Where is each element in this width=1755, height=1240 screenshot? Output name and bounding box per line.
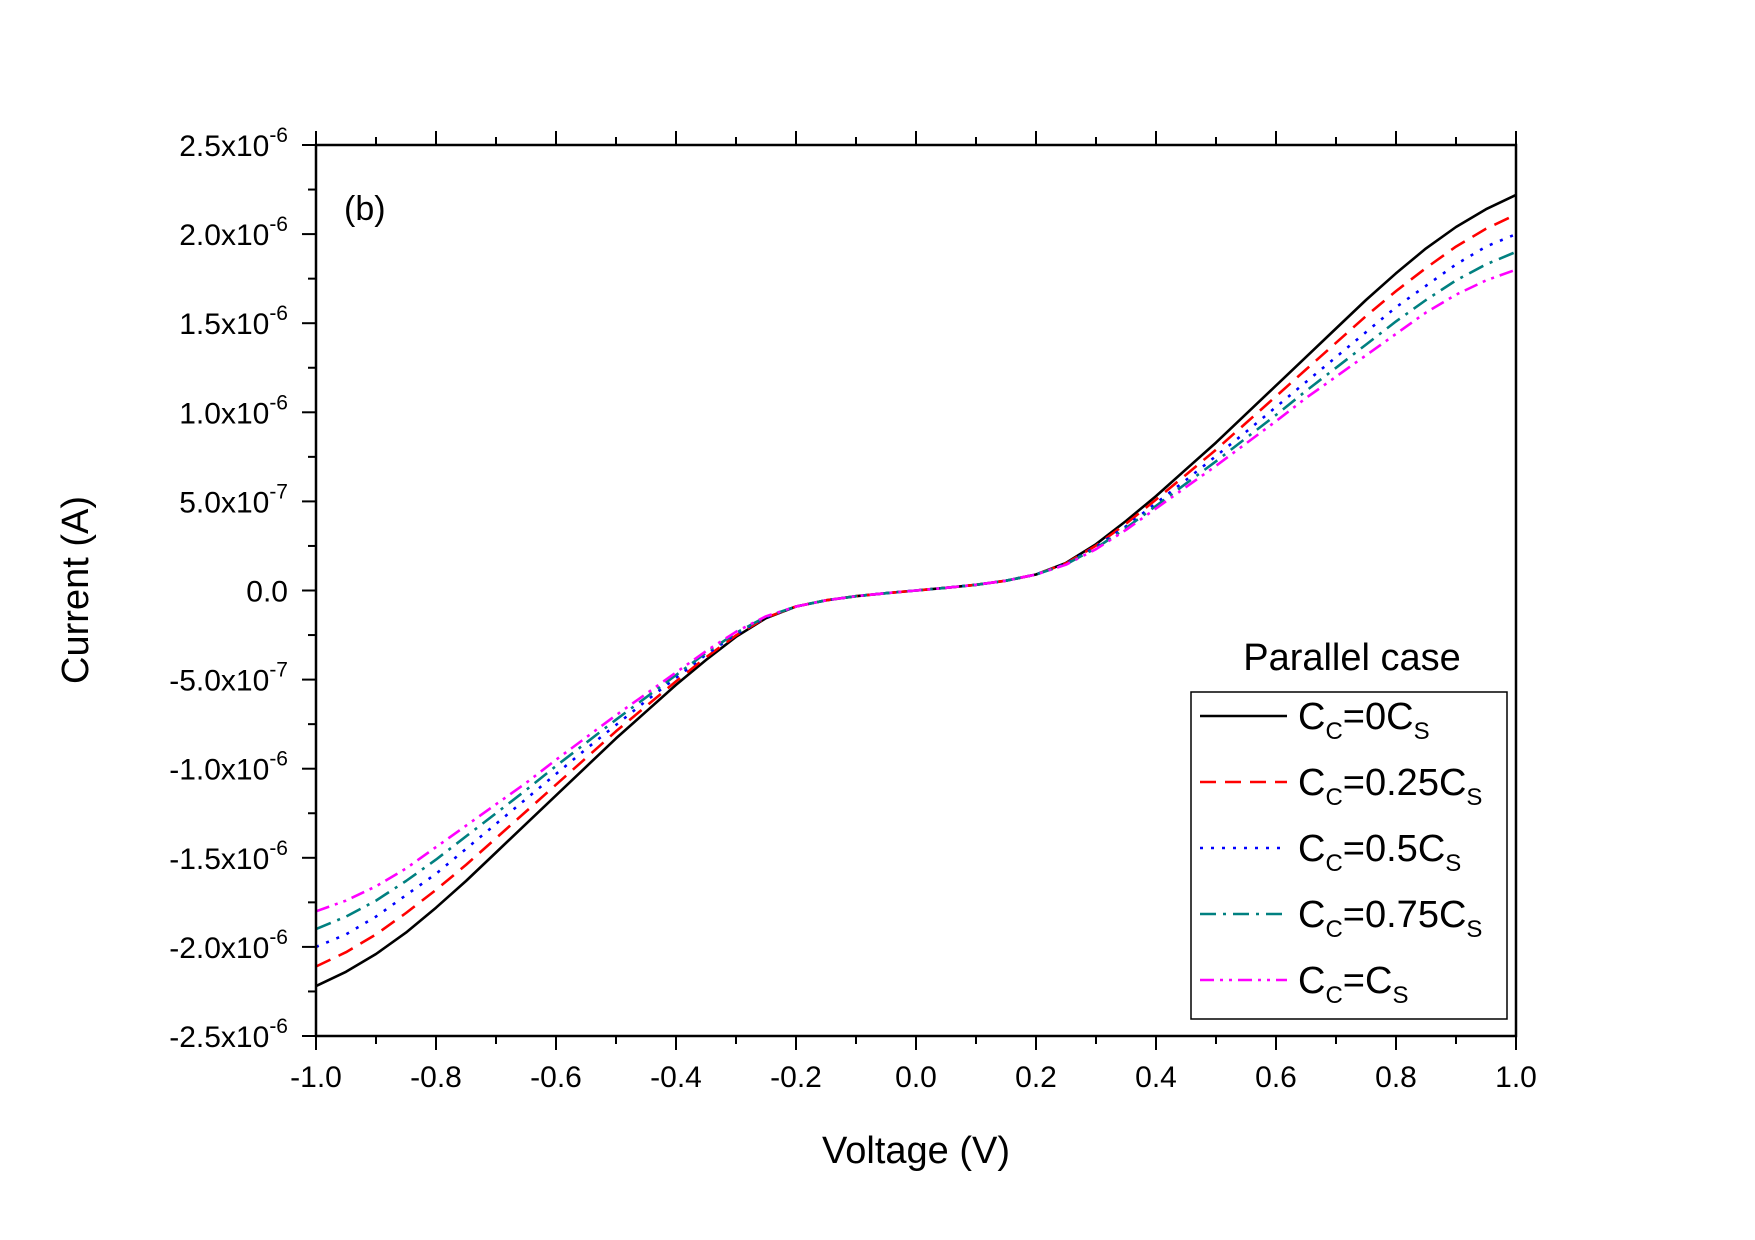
x-tick-label: 0.8 [1375,1061,1417,1094]
y-tick-label: 2.5x10-6 [179,124,288,163]
x-tick-label: -0.6 [530,1061,582,1094]
y-tick-label: 1.0x10-6 [179,391,288,430]
legend-label: CC=0.25CS [1298,762,1482,811]
x-tick-label: 0.6 [1255,1061,1297,1094]
y-tick-label: -2.5x10-6 [169,1015,288,1054]
x-tick-label: -0.4 [650,1061,702,1094]
y-tick-label: 2.0x10-6 [179,213,288,252]
y-tick-label: -1.0x10-6 [169,748,288,787]
x-tick-label: 1.0 [1495,1061,1537,1094]
legend: Parallel case CC=0CSCC=0.25CSCC=0.5CSCC=… [1190,637,1508,1020]
y-tick-label: -1.5x10-6 [169,837,288,876]
ticks-layer: -1.0 -0.8 -0.6 -0.4 -0.2 0.0 0.2 0.4 0.6 0.8 1.0 2.… [169,124,1537,1094]
legend-items: CC=0CS CC=0.25CS CC=0.5CS CC=0.75CS CC=CS [1200,696,1482,1009]
y-axis-title: Current (A) [55,496,97,684]
legend-box [1190,691,1508,1020]
y-tick-label: 5.0x10-7 [179,480,288,519]
x-tick-label: 0.2 [1015,1061,1057,1094]
series-line [315,268,1517,913]
y-tick-label: 0.0 [246,576,288,609]
y-tick-label: -2.0x10-6 [169,926,288,965]
legend-label: CC=0CS [1298,696,1430,745]
legend-label: CC=0.5CS [1298,828,1461,877]
legend-title: Parallel case [1243,637,1461,679]
x-axis-title: Voltage (V) [822,1130,1010,1172]
x-tick-label: 0.0 [895,1061,937,1094]
y-tick-label: -5.0x10-7 [169,659,288,698]
x-tick-label: -0.2 [770,1061,822,1094]
x-tick-label: 0.4 [1135,1061,1177,1094]
x-tick-label: -0.8 [410,1061,462,1094]
panel-label: (b) [344,190,386,228]
legend-label: CC=0.75CS [1298,894,1482,943]
legend-label: CC=CS [1298,960,1408,1009]
series-line [315,213,1517,968]
series-layer [315,193,1517,988]
y-tick-label: 1.5x10-6 [179,302,288,341]
x-tick-label: -1.0 [290,1061,342,1094]
